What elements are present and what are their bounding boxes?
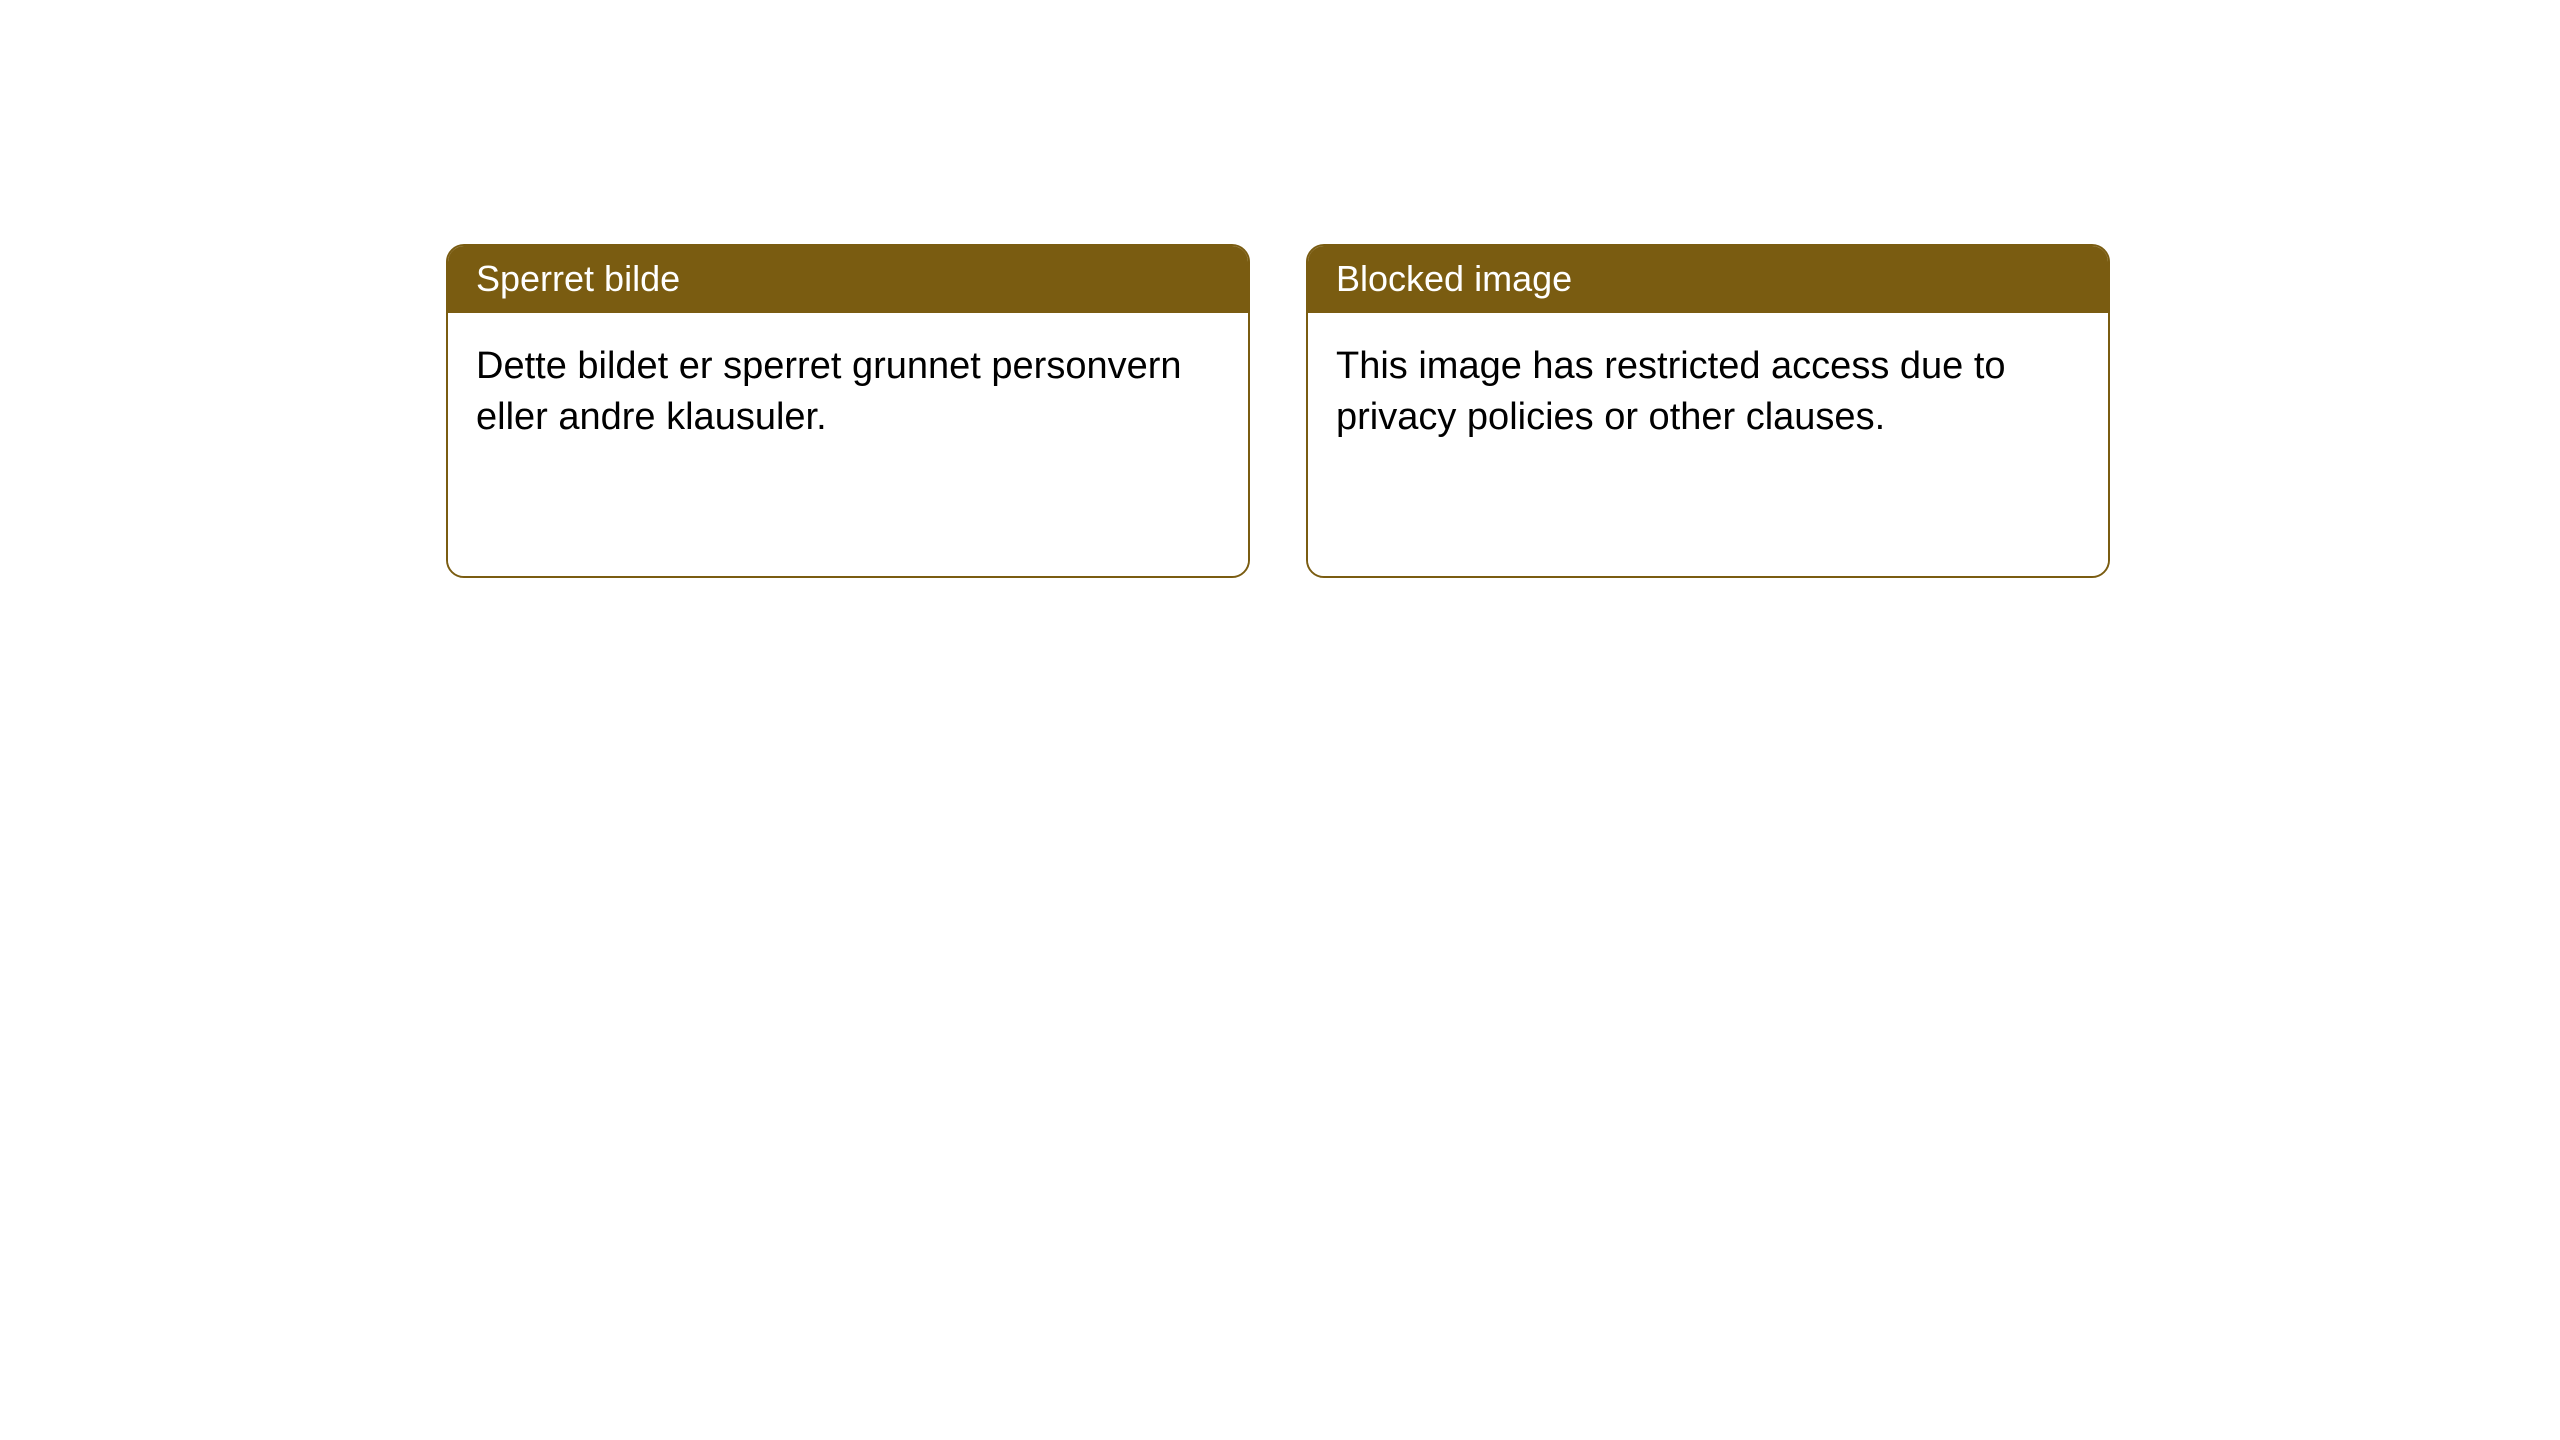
- notice-body: This image has restricted access due to …: [1308, 313, 2108, 576]
- notice-body: Dette bildet er sperret grunnet personve…: [448, 313, 1248, 576]
- notice-box-norwegian: Sperret bilde Dette bildet er sperret gr…: [446, 244, 1250, 578]
- notice-header: Blocked image: [1308, 246, 2108, 313]
- notice-container: Sperret bilde Dette bildet er sperret gr…: [0, 0, 2560, 578]
- notice-box-english: Blocked image This image has restricted …: [1306, 244, 2110, 578]
- notice-header: Sperret bilde: [448, 246, 1248, 313]
